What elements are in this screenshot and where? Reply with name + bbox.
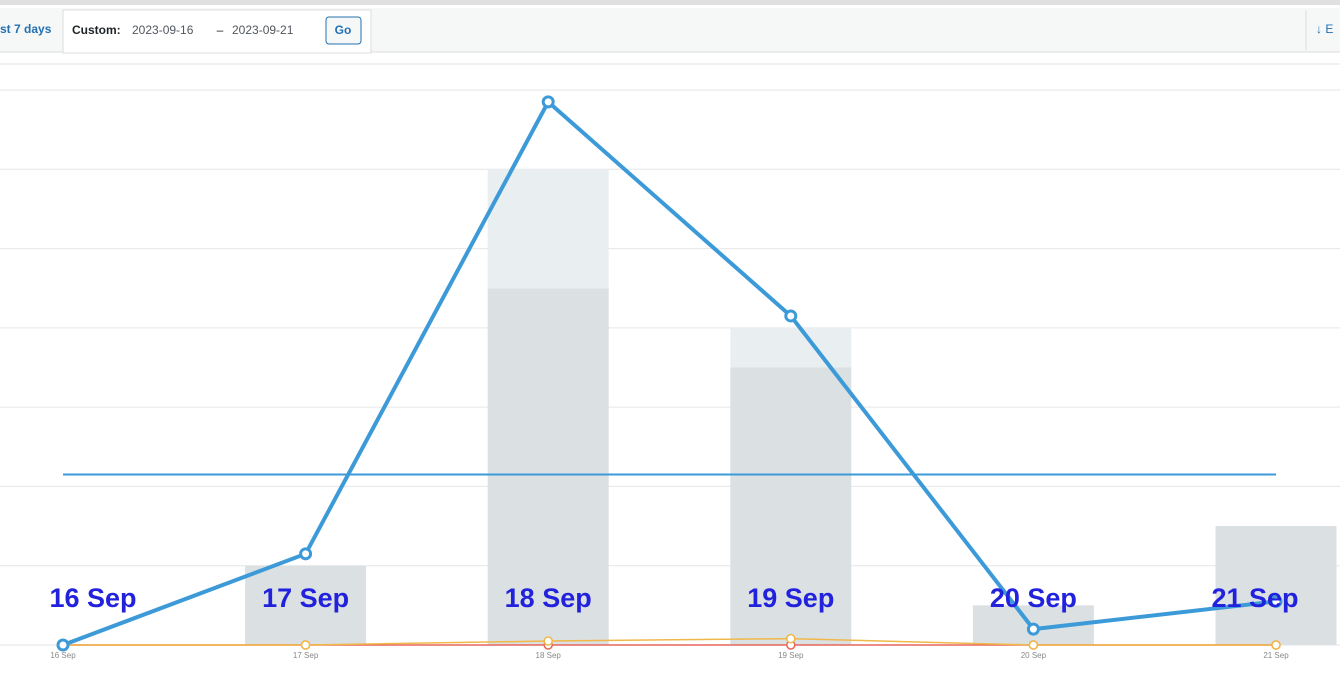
x-tick-label: 17 Sep xyxy=(293,651,319,660)
x-tick-label: 19 Sep xyxy=(778,651,804,660)
overlay-label: 21 Sep xyxy=(1211,583,1298,613)
start-date[interactable]: 2023-09-16 xyxy=(132,23,194,37)
line-point xyxy=(1271,640,1281,650)
line-point xyxy=(56,638,70,652)
custom-label: Custom: xyxy=(72,23,121,37)
bar xyxy=(1215,526,1337,645)
line-point xyxy=(1028,640,1039,650)
export-link[interactable]: ↓ E xyxy=(1316,22,1333,36)
line-point xyxy=(299,547,313,561)
line xyxy=(62,98,1277,647)
line-point xyxy=(786,633,796,644)
overlay-label: 20 Sep xyxy=(990,583,1077,613)
line-point xyxy=(300,640,311,650)
go-button[interactable] xyxy=(325,16,362,45)
top-edge xyxy=(0,0,1340,5)
x-tick-label: 16 Sep xyxy=(50,651,76,660)
line xyxy=(63,637,1276,646)
overlay-label: 19 Sep xyxy=(747,583,834,613)
preset-tab[interactable]: st 7 days xyxy=(0,22,52,36)
bar xyxy=(487,288,609,645)
line-point xyxy=(1269,594,1283,608)
overlay-label: 17 Sep xyxy=(262,583,349,613)
x-tick-label: 21 Sep xyxy=(1263,651,1289,660)
line-point xyxy=(543,636,553,646)
overlay-label: 18 Sep xyxy=(505,583,592,613)
go-label[interactable]: Go xyxy=(335,23,352,37)
overlay-label: 16 Sep xyxy=(49,583,136,613)
line-point xyxy=(541,95,555,109)
x-tick-label: 20 Sep xyxy=(1021,651,1047,660)
line-point xyxy=(784,309,798,323)
custom-tab xyxy=(62,9,372,54)
bar xyxy=(730,327,852,368)
bar xyxy=(245,565,367,645)
end-date[interactable]: 2023-09-21 xyxy=(232,23,294,37)
line-point xyxy=(1026,622,1040,636)
x-tick-label: 18 Sep xyxy=(536,651,562,660)
date-separator: – xyxy=(217,23,224,37)
bar xyxy=(730,367,852,645)
bar xyxy=(487,169,609,289)
